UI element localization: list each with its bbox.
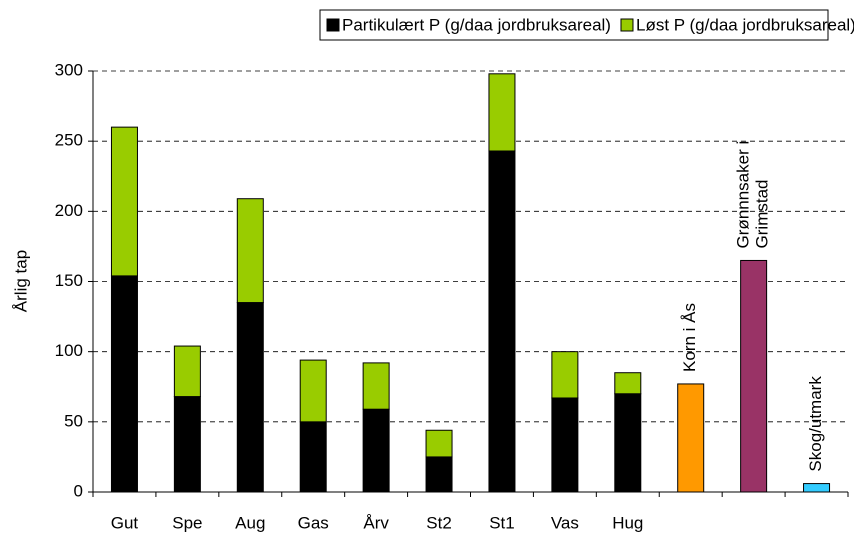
bar-segment [173, 396, 201, 493]
y-tick-label: 300 [55, 60, 83, 79]
legend-swatch [620, 18, 634, 32]
x-tick-label: Aug [235, 513, 265, 532]
y-tick-label: 250 [55, 131, 83, 150]
x-tick-label: Gas [298, 513, 329, 532]
bar-segment [236, 302, 264, 493]
bar-segment [551, 397, 579, 493]
y-tick-label: 200 [55, 201, 83, 220]
legend-swatch [326, 18, 340, 32]
bar-segment [110, 126, 138, 277]
bar-segment [488, 150, 516, 493]
bar-segment [488, 73, 516, 152]
x-tick-label: Årv [363, 513, 389, 532]
x-tick-label: Spe [172, 513, 202, 532]
bar-annotation: Grønnnsaker i [734, 141, 753, 249]
bar [740, 259, 768, 493]
bar-segment [551, 351, 579, 399]
bar-annotation: Korn i Ås [680, 303, 699, 372]
bar-segment [425, 429, 453, 458]
bar-segment [362, 408, 390, 493]
y-tick-label: 150 [55, 271, 83, 290]
legend-box [319, 9, 829, 41]
x-tick-label: Gut [111, 513, 139, 532]
y-tick-label: 50 [64, 411, 83, 430]
y-tick-label: 100 [55, 341, 83, 360]
bar-segment [425, 456, 453, 493]
bar [677, 383, 705, 493]
bar-annotation: Grimstad [753, 179, 772, 248]
legend: Partikulært P (g/daa jordbruksareal) Løst… [319, 9, 854, 41]
bar-segment [299, 359, 327, 423]
legend-label: Løst P (g/daa jordbruksareal) [636, 15, 854, 34]
x-tick-label: St2 [426, 513, 452, 532]
y-axis-label: Årlig tap [11, 250, 30, 312]
bar-segment [173, 345, 201, 398]
bar-segment [110, 275, 138, 493]
bar-segment [614, 393, 642, 493]
legend-label: Partikulært P (g/daa jordbruksareal) [342, 15, 611, 34]
bar-segment [362, 362, 390, 410]
x-tick-label: Hug [612, 513, 643, 532]
x-tick-label: Vas [551, 513, 579, 532]
bar-annotation: Skog/utmark [806, 376, 825, 472]
y-tick-label: 0 [74, 481, 83, 500]
bar-segment [299, 421, 327, 493]
bar [803, 483, 831, 493]
x-tick-label: St1 [489, 513, 515, 532]
bar-segment [236, 198, 264, 304]
bar-segment [614, 372, 642, 395]
